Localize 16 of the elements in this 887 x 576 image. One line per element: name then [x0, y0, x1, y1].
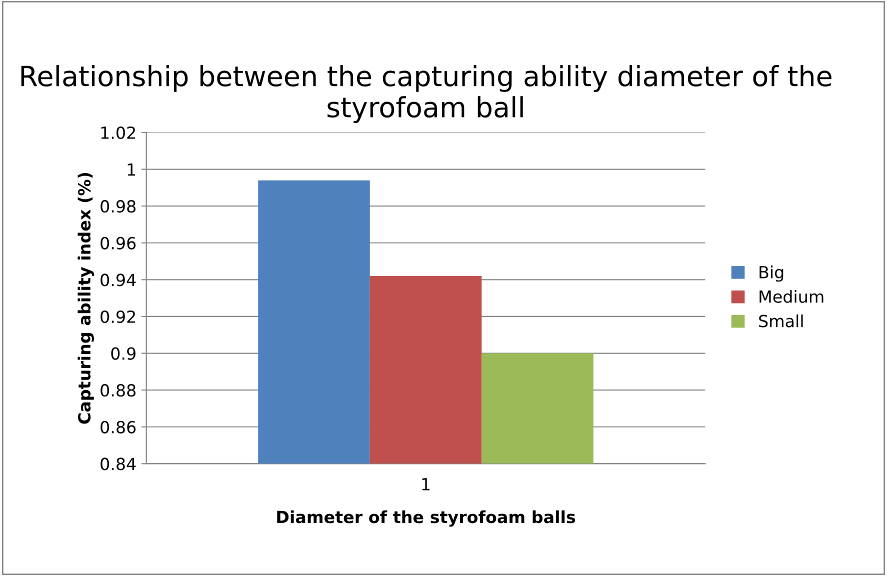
y-tick-label: 1.02 [101, 126, 135, 140]
y-tick-label: 0.88 [100, 384, 136, 397]
legend-label: Big [760, 266, 784, 282]
y-tick-label: 0.9 [111, 347, 136, 360]
y-tick-label: 0.86 [100, 420, 136, 434]
legend-label: Small [759, 314, 803, 328]
y-tick-label: 0.92 [100, 310, 135, 324]
x-axis-title: Diameter of the styrofoam balls [277, 510, 576, 527]
y-tick-label: 0.94 [100, 274, 136, 286]
y-tick-label: 0.96 [100, 236, 136, 250]
y-tick-label: 0.84 [100, 458, 136, 470]
y-tick-label: 0.98 [100, 200, 136, 213]
y-axis-title: Capturing ability index (%) [78, 173, 94, 424]
y-tick-label: 1 [128, 163, 136, 176]
chart-title: Relationship between the capturing ability diameter of the styrofoam ball [21, 65, 832, 124]
legend-label: Medium [760, 290, 824, 303]
